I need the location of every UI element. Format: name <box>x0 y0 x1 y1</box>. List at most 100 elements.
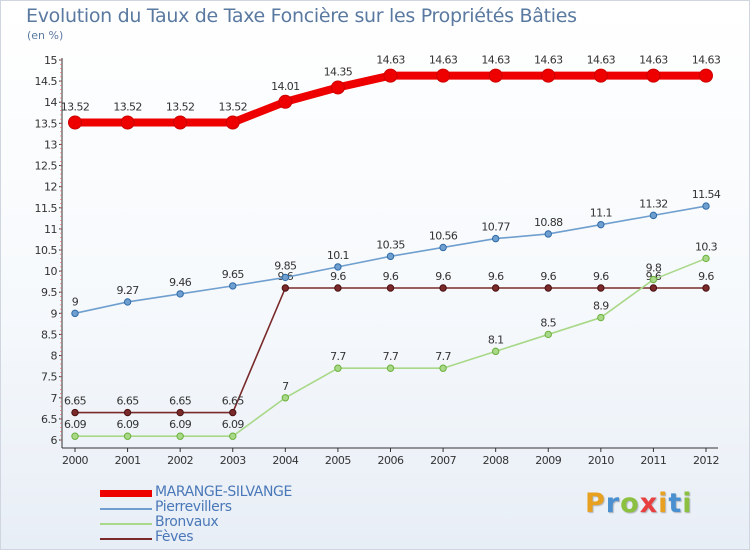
data-point <box>649 275 658 284</box>
x-tick-label: 2005 <box>325 454 351 467</box>
legend-swatch <box>100 508 152 510</box>
y-tick-label: 8.5 <box>41 328 57 341</box>
x-tick-label: 2003 <box>220 454 246 467</box>
data-point <box>702 254 710 263</box>
data-point <box>386 364 395 372</box>
data-label: 13.52 <box>166 100 195 113</box>
y-tick-label: 11.5 <box>35 202 58 215</box>
data-label: 10.88 <box>534 216 563 229</box>
data-point <box>71 309 79 318</box>
x-tick-label: 2006 <box>378 454 404 467</box>
data-point <box>281 273 290 282</box>
logo-letter: P <box>585 488 606 519</box>
y-tick-label: 8 <box>51 350 58 363</box>
legend-swatch <box>100 523 152 525</box>
data-label: 7 <box>282 380 289 393</box>
data-point <box>176 290 184 298</box>
data-label: 7.7 <box>435 350 451 363</box>
data-point <box>646 68 661 83</box>
data-point <box>649 284 658 292</box>
series-line <box>71 71 710 127</box>
data-point <box>597 284 605 292</box>
x-tick-label: 2010 <box>588 454 614 467</box>
data-label: 9.6 <box>383 270 399 283</box>
data-point <box>597 313 605 322</box>
logo-letter: i <box>658 488 669 519</box>
data-label: 11.1 <box>590 207 612 220</box>
data-label: 7.7 <box>330 350 346 363</box>
data-label: 11.54 <box>692 188 721 201</box>
x-tick-label: 2012 <box>693 454 719 467</box>
data-label: 9.85 <box>274 259 297 272</box>
data-label: 10.56 <box>429 229 458 242</box>
data-point <box>386 284 395 292</box>
data-point <box>439 364 447 372</box>
data-label: 8.5 <box>540 316 556 329</box>
data-point <box>334 284 342 292</box>
y-tick-label: 15 <box>44 54 57 67</box>
data-point <box>68 115 82 130</box>
y-tick-label: 10 <box>44 265 57 278</box>
data-point <box>120 115 135 130</box>
data-label: 14.63 <box>376 54 405 67</box>
logo-letter: x <box>639 488 659 519</box>
series-pierrevillers: 9 9.27 9.46 9.65 9.85 10.1 10.35 10.56 10.77 10.8… <box>71 188 721 318</box>
data-point <box>491 234 500 243</box>
legend-label: Fèves <box>155 529 194 545</box>
y-tick-label: 13.5 <box>35 117 58 130</box>
y-tick-label: 9.5 <box>41 286 57 299</box>
data-label: 9.65 <box>222 268 245 281</box>
y-tick-label: 10.5 <box>35 244 58 257</box>
data-label: 14.63 <box>639 54 668 67</box>
data-point <box>491 284 500 292</box>
y-tick-label: 14.5 <box>35 75 58 88</box>
data-label: 8.1 <box>488 333 504 346</box>
data-label: 14.63 <box>692 54 721 67</box>
data-point <box>281 394 290 402</box>
series-bronvaux: 6.09 6.09 6.09 6.09 7 7.7 7.7 7.7 8.1 8.5 8.9 9.8 10… <box>64 240 718 440</box>
data-label: 13.52 <box>61 100 90 113</box>
y-tick-label: 12 <box>44 181 57 194</box>
data-point <box>281 284 290 292</box>
data-label: 6.09 <box>222 418 245 431</box>
data-label: 10.35 <box>376 238 405 251</box>
series-f-ves: 6.65 6.65 6.65 6.65 9.6 9.6 9.6 9.6 9.6 9.6 9.6 9.6… <box>64 270 715 417</box>
data-point <box>386 252 395 261</box>
logo-letter: i <box>682 488 693 519</box>
data-point <box>383 68 398 83</box>
x-tick-label: 2000 <box>62 454 88 467</box>
data-label: 13.52 <box>113 100 142 113</box>
x-tick-label: 2008 <box>483 454 509 467</box>
data-label: 8.9 <box>593 300 609 313</box>
data-label: 14.01 <box>271 80 300 93</box>
data-point <box>176 408 184 417</box>
y-tick-label: 6 <box>51 434 58 447</box>
data-point <box>699 68 713 83</box>
data-label: 9.6 <box>488 270 504 283</box>
data-label: 9.6 <box>330 270 346 283</box>
data-point <box>436 68 451 83</box>
data-point <box>176 432 184 440</box>
legend-label: MARANGE-SILVANGE <box>155 484 292 500</box>
data-point <box>544 284 552 292</box>
logo-letter: r <box>605 488 621 519</box>
data-label: 14.63 <box>481 54 510 67</box>
data-label: 6.65 <box>117 395 140 408</box>
data-label: 14.63 <box>587 54 616 67</box>
y-tick-label: 6.5 <box>41 413 57 426</box>
y-tick-label: 13 <box>44 138 57 151</box>
data-label: 9.27 <box>117 284 140 297</box>
chart-title: Evolution du Taux de Taxe Foncière sur l… <box>26 5 577 27</box>
data-label: 14.63 <box>534 54 563 67</box>
legend-label: Bronvaux <box>155 514 219 530</box>
data-label: 13.52 <box>219 100 248 113</box>
data-label: 6.65 <box>222 395 245 408</box>
data-point <box>330 80 345 95</box>
data-point <box>544 330 552 339</box>
y-tick-label: 7 <box>51 392 58 405</box>
data-point <box>439 243 447 252</box>
x-tick-label: 2002 <box>167 454 193 467</box>
data-label: 14.63 <box>429 54 458 67</box>
logo-letter: t <box>668 488 683 519</box>
